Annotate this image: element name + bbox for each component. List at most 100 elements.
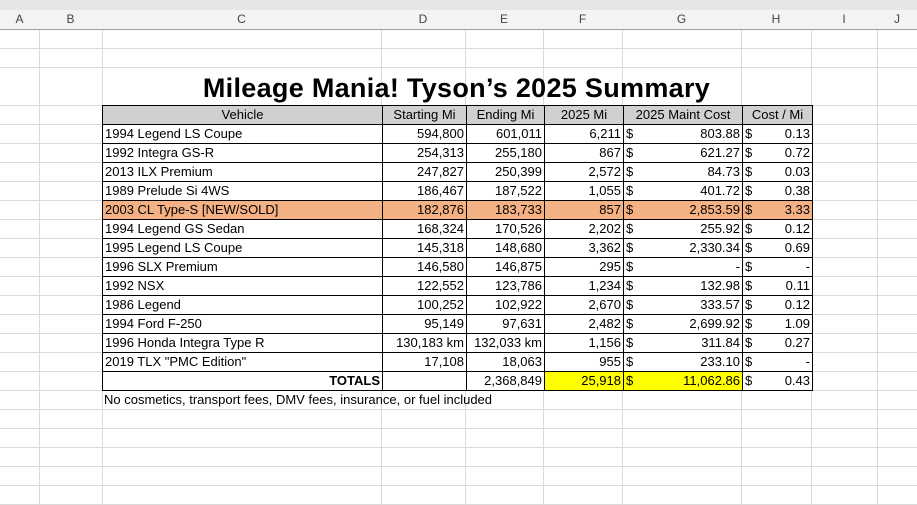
cell-cost-per-mi[interactable]: $0.11 (742, 276, 813, 296)
cell-starting-mi[interactable]: 247,827 (382, 162, 467, 182)
cell-maint-cost[interactable]: $84.73 (623, 162, 743, 182)
cell-cost-per-mi[interactable]: $3.33 (742, 200, 813, 220)
cell-ending-mi[interactable]: 18,063 (466, 352, 545, 372)
header-vehicle[interactable]: Vehicle (102, 105, 383, 125)
blank-cell[interactable] (382, 371, 467, 391)
cell-starting-mi[interactable]: 182,876 (382, 200, 467, 220)
column-header-g[interactable]: G (676, 12, 687, 26)
cell-vehicle[interactable]: 2003 CL Type-S [NEW/SOLD] (102, 200, 383, 220)
column-header-f[interactable]: F (578, 12, 587, 26)
cell-ending-mi[interactable]: 148,680 (466, 238, 545, 258)
cell-maint-cost[interactable]: $233.10 (623, 352, 743, 372)
cell-maint-cost[interactable]: $2,699.92 (623, 314, 743, 334)
cell-ending-mi[interactable]: 132,033 km (466, 333, 545, 353)
cell-2025-mi[interactable]: 2,670 (544, 295, 624, 315)
cell-starting-mi[interactable]: 145,318 (382, 238, 467, 258)
cell-maint-cost[interactable]: $132.98 (623, 276, 743, 296)
total-ending-mi[interactable]: 2,368,849 (466, 371, 545, 391)
cell-cost-per-mi[interactable]: $0.12 (742, 219, 813, 239)
column-header-j[interactable]: J (894, 12, 900, 26)
cell-cost-per-mi[interactable]: $0.03 (742, 162, 813, 182)
header-2025-mi[interactable]: 2025 Mi (544, 105, 624, 125)
header-cost-per-mi[interactable]: Cost / Mi (742, 105, 813, 125)
total-cost-per-mi[interactable]: $0.43 (742, 371, 813, 391)
column-header-a[interactable]: A (15, 12, 24, 26)
column-header-i[interactable]: I (842, 12, 846, 26)
cell-cost-per-mi[interactable]: $0.12 (742, 295, 813, 315)
cell-starting-mi[interactable]: 122,552 (382, 276, 467, 296)
total-maint-cost[interactable]: $11,062.86 (623, 371, 743, 391)
cell-2025-mi[interactable]: 857 (544, 200, 624, 220)
cell-maint-cost[interactable]: $ - (623, 257, 743, 277)
cell-2025-mi[interactable]: 2,202 (544, 219, 624, 239)
cell-cost-per-mi[interactable]: $0.13 (742, 124, 813, 144)
header-starting-mi[interactable]: Starting Mi (382, 105, 467, 125)
cell-maint-cost[interactable]: $401.72 (623, 181, 743, 201)
cell-cost-per-mi[interactable]: $1.09 (742, 314, 813, 334)
cell-cost-per-mi[interactable]: $0.72 (742, 143, 813, 163)
cell-starting-mi[interactable]: 95,149 (382, 314, 467, 334)
footnote[interactable]: No cosmetics, transport fees, DMV fees, … (104, 392, 493, 407)
cell-2025-mi[interactable]: 1,055 (544, 181, 624, 201)
header-maint-cost[interactable]: 2025 Maint Cost (623, 105, 743, 125)
cell-ending-mi[interactable]: 97,631 (466, 314, 545, 334)
cell-ending-mi[interactable]: 170,526 (466, 219, 545, 239)
cell-vehicle[interactable]: 1996 Honda Integra Type R (102, 333, 383, 353)
cell-vehicle[interactable]: 1992 NSX (102, 276, 383, 296)
cell-vehicle[interactable]: 1989 Prelude Si 4WS (102, 181, 383, 201)
cell-maint-cost[interactable]: $803.88 (623, 124, 743, 144)
totals-label[interactable]: TOTALS (102, 371, 383, 391)
cell-2025-mi[interactable]: 2,572 (544, 162, 624, 182)
cell-2025-mi[interactable]: 3,362 (544, 238, 624, 258)
cell-starting-mi[interactable]: 594,800 (382, 124, 467, 144)
cell-vehicle[interactable]: 1995 Legend LS Coupe (102, 238, 383, 258)
cell-ending-mi[interactable]: 123,786 (466, 276, 545, 296)
column-header-d[interactable]: D (418, 12, 428, 26)
cell-maint-cost[interactable]: $333.57 (623, 295, 743, 315)
cell-2025-mi[interactable]: 1,156 (544, 333, 624, 353)
cell-vehicle[interactable]: 2013 ILX Premium (102, 162, 383, 182)
cell-starting-mi[interactable]: 130,183 km (382, 333, 467, 353)
cell-2025-mi[interactable]: 1,234 (544, 276, 624, 296)
total-2025-mi[interactable]: 25,918 (544, 371, 624, 391)
cell-2025-mi[interactable]: 2,482 (544, 314, 624, 334)
cell-vehicle[interactable]: 1994 Legend LS Coupe (102, 124, 383, 144)
column-header-h[interactable]: H (771, 12, 781, 26)
cell-maint-cost[interactable]: $2,330.34 (623, 238, 743, 258)
cell-2025-mi[interactable]: 955 (544, 352, 624, 372)
column-header-b[interactable]: B (66, 12, 75, 26)
cell-starting-mi[interactable]: 254,313 (382, 143, 467, 163)
cell-starting-mi[interactable]: 100,252 (382, 295, 467, 315)
cell-vehicle[interactable]: 2019 TLX "PMC Edition" (102, 352, 383, 372)
cell-maint-cost[interactable]: $311.84 (623, 333, 743, 353)
cell-cost-per-mi[interactable]: $ - (742, 257, 813, 277)
cell-vehicle[interactable]: 1996 SLX Premium (102, 257, 383, 277)
cell-maint-cost[interactable]: $621.27 (623, 143, 743, 163)
cell-cost-per-mi[interactable]: $0.27 (742, 333, 813, 353)
cell-ending-mi[interactable]: 601,011 (466, 124, 545, 144)
cell-cost-per-mi[interactable]: $0.38 (742, 181, 813, 201)
cell-vehicle[interactable]: 1994 Legend GS Sedan (102, 219, 383, 239)
cell-ending-mi[interactable]: 102,922 (466, 295, 545, 315)
cell-vehicle[interactable]: 1994 Ford F-250 (102, 314, 383, 334)
cell-starting-mi[interactable]: 17,108 (382, 352, 467, 372)
cell-ending-mi[interactable]: 183,733 (466, 200, 545, 220)
cell-starting-mi[interactable]: 186,467 (382, 181, 467, 201)
cell-maint-cost[interactable]: $255.92 (623, 219, 743, 239)
cell-starting-mi[interactable]: 168,324 (382, 219, 467, 239)
cell-ending-mi[interactable]: 255,180 (466, 143, 545, 163)
cell-ending-mi[interactable]: 250,399 (466, 162, 545, 182)
cell-ending-mi[interactable]: 146,875 (466, 257, 545, 277)
cell-starting-mi[interactable]: 146,580 (382, 257, 467, 277)
cell-vehicle[interactable]: 1986 Legend (102, 295, 383, 315)
cell-2025-mi[interactable]: 295 (544, 257, 624, 277)
column-header-c[interactable]: C (237, 12, 246, 26)
sheet-title[interactable]: Mileage Mania! Tyson’s 2025 Summary (202, 73, 711, 103)
column-header-e[interactable]: E (499, 12, 508, 26)
cell-2025-mi[interactable]: 867 (544, 143, 624, 163)
cell-2025-mi[interactable]: 6,211 (544, 124, 624, 144)
cell-cost-per-mi[interactable]: $ - (742, 352, 813, 372)
cell-cost-per-mi[interactable]: $0.69 (742, 238, 813, 258)
cell-maint-cost[interactable]: $2,853.59 (623, 200, 743, 220)
cell-ending-mi[interactable]: 187,522 (466, 181, 545, 201)
